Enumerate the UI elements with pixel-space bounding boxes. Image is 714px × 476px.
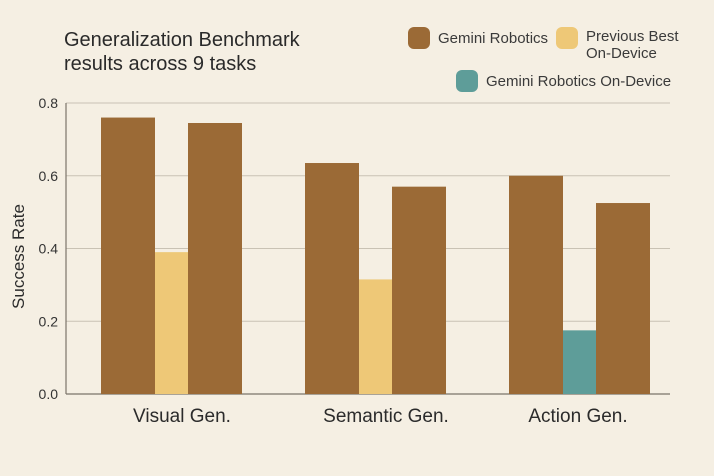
legend-item-gemini-robotics-on-device: Gemini Robotics On-Device: [456, 70, 671, 92]
legend-item-gemini-robotics: Gemini Robotics: [408, 27, 548, 49]
legend-swatch-on-device: [456, 70, 478, 92]
chart-title: Generalization Benchmark results across …: [64, 28, 300, 76]
y-axis-title: Success Rate: [9, 204, 28, 309]
bar-gemini: [305, 163, 359, 394]
y-tick-label: 0.6: [39, 168, 59, 184]
legend-label-line: Gemini Robotics: [438, 30, 549, 47]
bar-gemini: [188, 123, 242, 394]
y-tick-label: 0.0: [39, 386, 59, 402]
legend-label-on-device: Gemini Robotics On-Device: [486, 73, 671, 90]
legend-label-line: On-Device: [586, 45, 657, 62]
y-tick-label: 0.4: [39, 241, 59, 257]
bar-gemini: [392, 186, 446, 394]
legend-item-previous-best: Previous Best On-Device: [556, 27, 679, 62]
bar-gemini: [101, 117, 155, 395]
x-category-label: Visual Gen.: [133, 406, 231, 427]
chart-title-line-1: Generalization Benchmark: [64, 29, 300, 51]
chart-title-line-2: results across 9 tasks: [64, 53, 257, 75]
y-tick-label: 0.8: [39, 95, 59, 111]
x-category-label: Semantic Gen.: [323, 406, 449, 427]
legend-label-previous-best: Previous Best On-Device: [586, 28, 679, 62]
legend-swatch-gemini-robotics: [408, 27, 430, 49]
legend-label-gemini-robotics: Gemini Robotics: [438, 30, 548, 47]
x-category-label: Action Gen.: [528, 406, 627, 427]
legend-swatch-previous-best: [556, 27, 578, 49]
legend-label-line: Gemini Robotics On-Device: [486, 73, 672, 90]
bar-gemini: [596, 203, 650, 394]
legend-label-line: Previous Best: [586, 28, 679, 45]
bar-gemini: [509, 175, 563, 394]
y-tick-label: 0.2: [39, 313, 59, 329]
